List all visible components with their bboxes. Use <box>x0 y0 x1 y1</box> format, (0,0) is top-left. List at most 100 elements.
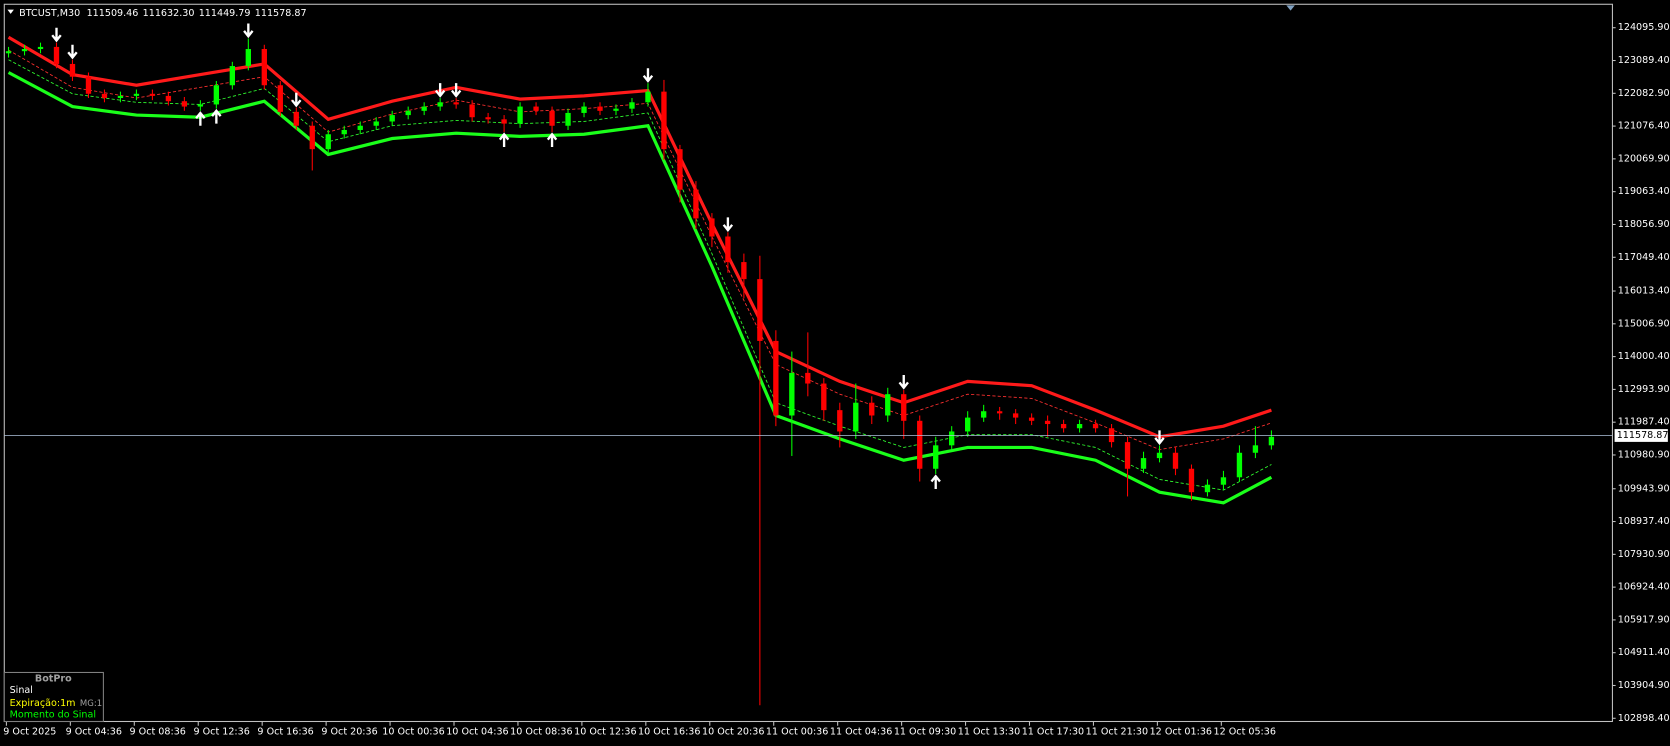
candle-body <box>181 101 188 107</box>
x-tick-label: 10 Oct 16:36 <box>638 727 700 738</box>
sell-arrow <box>450 83 462 98</box>
y-tick-label: 102898.40 <box>1618 713 1670 724</box>
candle-body <box>37 46 44 50</box>
panel-expiry: Expiração:1m <box>10 698 76 709</box>
candle-body <box>1156 452 1163 459</box>
candle-body <box>453 102 459 105</box>
x-tick-label: 11 Oct 13:30 <box>958 727 1020 738</box>
candle-body <box>133 93 140 96</box>
x-tick-label: 9 Oct 08:36 <box>130 727 186 738</box>
candle-body <box>565 112 571 126</box>
candle-body <box>85 76 92 94</box>
candle-body <box>1188 468 1195 493</box>
candle-body <box>101 93 108 99</box>
x-tick-label: 11 Oct 00:36 <box>766 727 828 738</box>
x-tick-label: 11 Oct 04:36 <box>830 727 892 738</box>
buy-arrow <box>211 108 222 124</box>
candle-body <box>725 236 731 263</box>
buy-arrow <box>930 474 941 489</box>
y-tick-label: 111987.40 <box>1618 417 1670 428</box>
x-tick-label: 11 Oct 09:30 <box>894 727 956 738</box>
candle-body <box>645 91 651 103</box>
candle-body <box>341 129 347 135</box>
x-tick-label: 11 Oct 21:30 <box>1086 727 1148 738</box>
x-tick-label: 9 Oct 12:36 <box>194 727 250 738</box>
band-line <box>7 71 1273 505</box>
candle-body <box>597 106 603 111</box>
candle-body <box>389 115 395 122</box>
x-tick-label: 10 Oct 04:36 <box>446 727 508 738</box>
header: BTCUST,M30 111509.46 111632.30 111449.79 111… <box>7 7 307 18</box>
candle-body <box>309 125 315 150</box>
y-tick-label: 116013.40 <box>1618 286 1670 297</box>
sell-arrow <box>722 217 734 233</box>
last-price-label: 111578.87 <box>1617 430 1669 441</box>
sell-arrow <box>51 27 62 43</box>
candle-body <box>293 111 299 126</box>
x-tick-label: 10 Oct 12:36 <box>574 727 636 738</box>
candle-body <box>901 394 907 421</box>
y-tick-label: 122082.90 <box>1618 88 1670 99</box>
candle-body <box>1236 452 1243 478</box>
candle-body <box>485 117 491 120</box>
y-tick-label: 117049.40 <box>1618 252 1670 263</box>
candle-body <box>965 417 971 432</box>
panel-box <box>3 671 104 723</box>
y-tick-label: 119063.40 <box>1618 186 1670 197</box>
candle-body <box>1220 477 1227 485</box>
x-tick-label: 9 Oct 16:36 <box>257 727 313 738</box>
menu-triangle <box>7 9 14 14</box>
candle-body <box>581 106 587 113</box>
y-tick-label: 112993.90 <box>1618 384 1670 395</box>
candle-body <box>245 49 251 67</box>
x-tick-label: 12 Oct 05:36 <box>1214 727 1276 738</box>
candle-body <box>613 108 619 111</box>
candle-body <box>437 102 443 107</box>
panel-mg: MG:1 <box>80 699 102 709</box>
candle-body <box>789 372 795 416</box>
candle-body <box>1028 417 1035 421</box>
x-tick-label: 12 Oct 01:36 <box>1150 727 1212 738</box>
candle-body <box>533 106 539 111</box>
header-text: BTCUST,M30 111509.46 111632.30 111449.79 111… <box>19 7 306 18</box>
candle-body <box>821 383 827 411</box>
candle-body <box>629 102 635 109</box>
x-tick-label: 11 Oct 17:30 <box>1022 727 1084 738</box>
y-tick-label: 120069.90 <box>1618 153 1670 164</box>
candle-body <box>1172 452 1179 469</box>
candle-body <box>229 66 236 86</box>
y-tick-label: 115006.90 <box>1618 318 1670 329</box>
buy-arrow <box>546 132 558 148</box>
candle-body <box>949 431 955 446</box>
y-tick-label: 104911.40 <box>1618 647 1670 658</box>
candle-body <box>853 402 859 432</box>
x-tick-label: 10 Oct 00:36 <box>382 727 444 738</box>
candle-body <box>517 106 523 124</box>
panel-moment: Momento do Sinal <box>10 710 96 721</box>
candle-body <box>1092 424 1099 429</box>
candle-body <box>805 372 811 384</box>
header-close: 111578.87 <box>255 7 307 18</box>
x-tick-label: 9 Oct 20:36 <box>321 727 377 738</box>
candle-body <box>469 104 475 118</box>
candle-body <box>117 95 124 99</box>
candle-body <box>357 125 363 130</box>
candle-body <box>1140 458 1147 469</box>
candle-body <box>69 63 76 77</box>
header-high: 111632.30 <box>143 7 195 18</box>
info-panel: BotPro Sinal Expiração:1m MG:1 Momento d… <box>3 671 104 723</box>
y-tick-label: 108937.40 <box>1618 516 1670 527</box>
sell-arrow <box>898 374 909 390</box>
x-tick-label: 10 Oct 08:36 <box>510 727 572 738</box>
y-tick-label: 121076.40 <box>1618 121 1670 132</box>
candle-body <box>421 106 427 111</box>
sell-arrow <box>1154 430 1165 446</box>
y-tick-label: 123089.40 <box>1618 55 1670 66</box>
sell-arrow <box>642 68 654 83</box>
candle-body <box>1252 445 1259 453</box>
panel-title: BotPro <box>35 673 72 684</box>
sell-arrow <box>291 92 302 108</box>
candle-body <box>709 218 715 237</box>
